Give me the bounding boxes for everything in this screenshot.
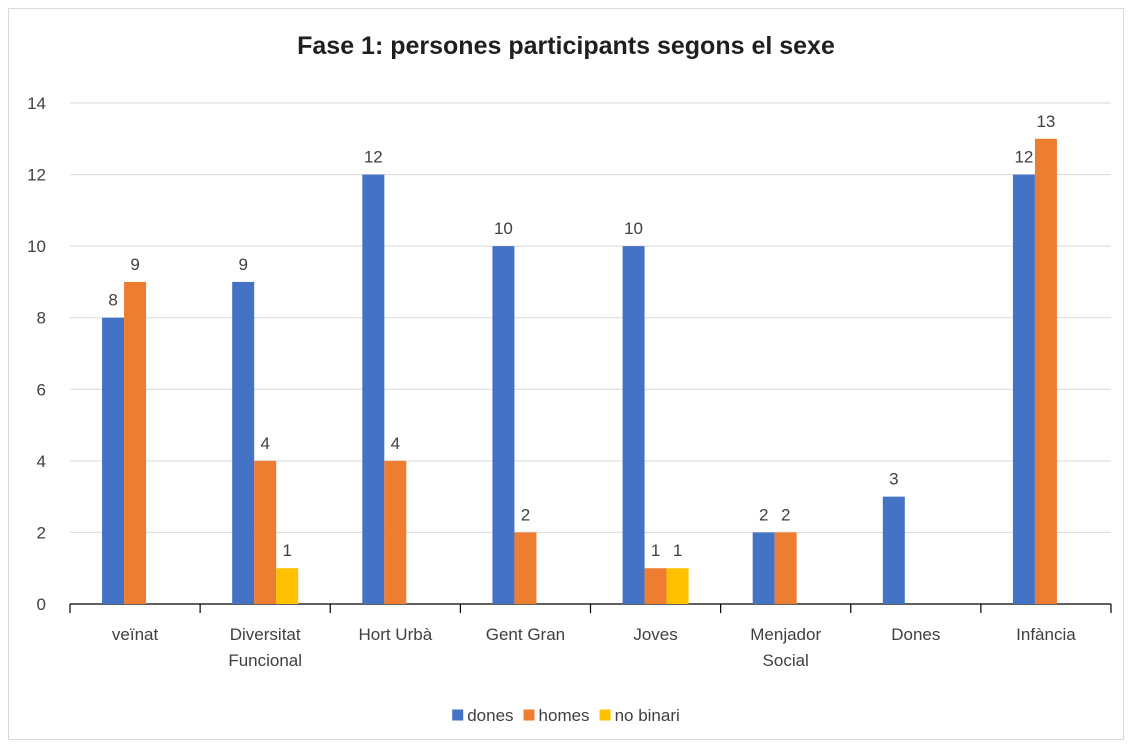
y-tick-label: 0: [37, 595, 46, 614]
bar-dones: [882, 496, 905, 604]
legend-label: no binari: [615, 706, 680, 725]
data-label: 2: [759, 505, 768, 524]
y-tick-label: 14: [27, 94, 46, 113]
bar-homes: [254, 460, 277, 604]
x-tick-label: Infància: [1016, 625, 1076, 644]
x-tick-label: Gent Gran: [486, 625, 565, 644]
legend-label: homes: [539, 706, 590, 725]
data-label: 10: [494, 219, 513, 238]
legend-swatch: [599, 709, 611, 721]
data-label: 10: [624, 219, 643, 238]
bar-no-binari: [276, 568, 299, 604]
data-label: 2: [781, 505, 790, 524]
x-tick-label: Social: [763, 651, 809, 670]
data-label: 4: [391, 434, 400, 453]
bar-dones: [622, 246, 645, 604]
bar-homes: [1034, 138, 1057, 605]
bar-no-binari: [666, 568, 689, 604]
bar-dones: [1012, 174, 1035, 605]
x-tick-label: Dones: [891, 625, 940, 644]
data-label: 3: [889, 470, 898, 489]
legend-swatch: [452, 709, 464, 721]
x-tick-label: Hort Urbà: [358, 625, 432, 644]
data-label: 9: [130, 255, 139, 274]
data-label: 13: [1036, 112, 1055, 131]
y-tick-label: 2: [37, 523, 46, 542]
bar-homes: [644, 568, 667, 604]
y-tick-label: 4: [37, 452, 46, 471]
chart-frame: [8, 8, 1124, 740]
y-tick-label: 6: [37, 380, 46, 399]
data-label: 12: [364, 148, 383, 167]
bar-homes: [774, 532, 797, 604]
bar-homes: [124, 281, 147, 604]
bar-dones: [232, 281, 255, 604]
x-tick-label: Diversitat: [230, 625, 301, 644]
bar-dones: [362, 174, 385, 605]
x-tick-label: Funcional: [228, 651, 302, 670]
y-tick-label: 8: [37, 309, 46, 328]
data-label: 9: [238, 255, 247, 274]
bar-homes: [384, 460, 407, 604]
y-tick-label: 12: [27, 166, 46, 185]
x-tick-label: Menjador: [750, 625, 821, 644]
x-tick-label: veïnat: [112, 625, 159, 644]
bar-dones: [752, 532, 775, 604]
data-label: 1: [282, 541, 291, 560]
chart-title: Fase 1: persones participants segons el …: [297, 32, 835, 60]
legend-label: dones: [467, 706, 513, 725]
data-label: 2: [521, 505, 530, 524]
bar-homes: [514, 532, 537, 604]
legend-swatch: [523, 709, 535, 721]
data-label: 8: [108, 291, 117, 310]
data-label: 1: [673, 541, 682, 560]
bar-dones: [102, 317, 125, 604]
data-label: 1: [651, 541, 660, 560]
data-label: 12: [1014, 148, 1033, 167]
data-label: 4: [260, 434, 269, 453]
bar-dones: [492, 246, 515, 604]
x-tick-label: Joves: [633, 625, 677, 644]
y-tick-label: 10: [27, 237, 46, 256]
